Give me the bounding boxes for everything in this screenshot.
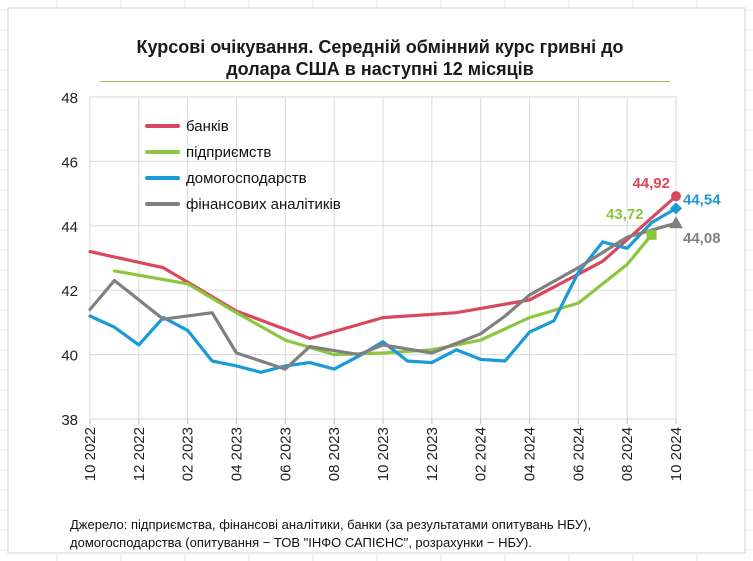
y-tick-label: 38	[61, 412, 78, 429]
series-end-label: 44,54	[683, 191, 721, 208]
series-end-label: 44,08	[683, 230, 721, 247]
x-tick-label: 12 2023	[424, 427, 441, 481]
x-tick-label: 10 2023	[375, 427, 392, 481]
x-tick-label: 02 2023	[180, 427, 197, 481]
y-tick-label: 40	[61, 348, 78, 365]
chart-title: Курсові очікування. Середній обмінний ку…	[60, 36, 700, 80]
x-tick-label: 04 2024	[522, 427, 539, 481]
series-end-marker	[669, 216, 683, 229]
chart-title-line-2: долара США в наступні 12 місяців	[226, 59, 534, 79]
series-end-marker	[646, 229, 657, 240]
series-end-label: 43,72	[606, 206, 644, 223]
legend-label: підприємств	[186, 144, 271, 161]
series-line	[112, 233, 654, 357]
legend-label: банків	[186, 118, 229, 135]
y-tick-label: 46	[61, 154, 78, 171]
x-tick-label: 08 2023	[326, 427, 343, 481]
x-tick-label: 10 2022	[82, 427, 99, 481]
y-tick-label: 42	[61, 283, 78, 300]
series-line	[88, 194, 678, 341]
x-tick-label: 06 2023	[277, 427, 294, 481]
y-tick-label: 48	[61, 90, 78, 107]
title-underline	[100, 81, 670, 82]
series-end-label: 44,92	[632, 175, 670, 192]
chart-area-frame	[7, 7, 746, 554]
chart-title-line-1: Курсові очікування. Середній обмінний ку…	[136, 37, 624, 57]
series-line	[88, 206, 678, 374]
x-tick-label: 02 2024	[473, 427, 490, 481]
series-end-marker	[670, 202, 682, 215]
legend-label: домогосподарств	[186, 170, 307, 187]
y-tick-label: 44	[61, 219, 78, 236]
source-line-1: Джерело: підприємства, фінансові аналіти…	[70, 517, 592, 532]
source-note: Джерело: підприємства, фінансові аналіти…	[70, 516, 740, 552]
x-tick-label: 04 2023	[229, 427, 246, 481]
x-tick-label: 06 2024	[570, 427, 587, 481]
x-tick-label: 08 2024	[619, 427, 636, 481]
legend-label: фінансових аналітиків	[186, 196, 341, 213]
x-tick-label: 12 2022	[131, 427, 148, 481]
series-end-marker	[671, 191, 681, 202]
x-tick-label: 10 2024	[668, 427, 685, 481]
source-line-2: домогосподарства (опитування − ТОВ "ІНФО…	[70, 535, 532, 550]
series-line	[88, 221, 678, 371]
